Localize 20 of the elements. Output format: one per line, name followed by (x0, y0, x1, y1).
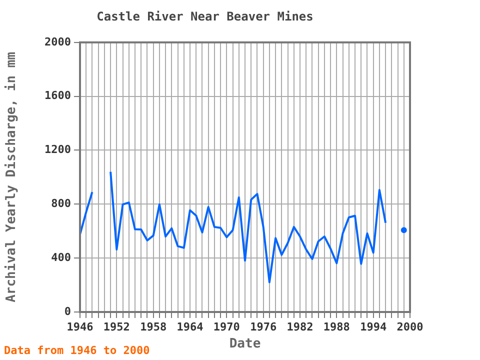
x-tick-label: 1952 (103, 320, 130, 334)
x-tick-label: 1988 (323, 320, 350, 334)
x-tick-label: 2000 (396, 320, 424, 334)
y-tick-label: 0 (64, 304, 71, 318)
x-tick-label: 1994 (360, 320, 387, 334)
x-tick-label: 1964 (176, 320, 204, 334)
y-tick-label: 1200 (44, 143, 71, 156)
y-tick-label: 2000 (44, 35, 71, 48)
x-axis-title: Date (229, 336, 261, 352)
y-axis-title: Archival Yearly Discharge, in mm (4, 52, 20, 302)
x-tick-label: 1958 (140, 320, 167, 334)
chart-title: Castle River Near Beaver Mines (96, 9, 314, 24)
x-tick-label: 1976 (250, 320, 277, 334)
x-tick-label: 1970 (213, 320, 240, 334)
text: Data from 1946 to 2000 (4, 344, 150, 357)
x-tick-label: 1946 (66, 320, 94, 334)
y-tick-label: 1600 (44, 89, 71, 102)
y-tick-label: 400 (51, 250, 71, 264)
x-tick-label: 1982 (286, 320, 314, 334)
y-tick-label: 800 (51, 197, 71, 210)
